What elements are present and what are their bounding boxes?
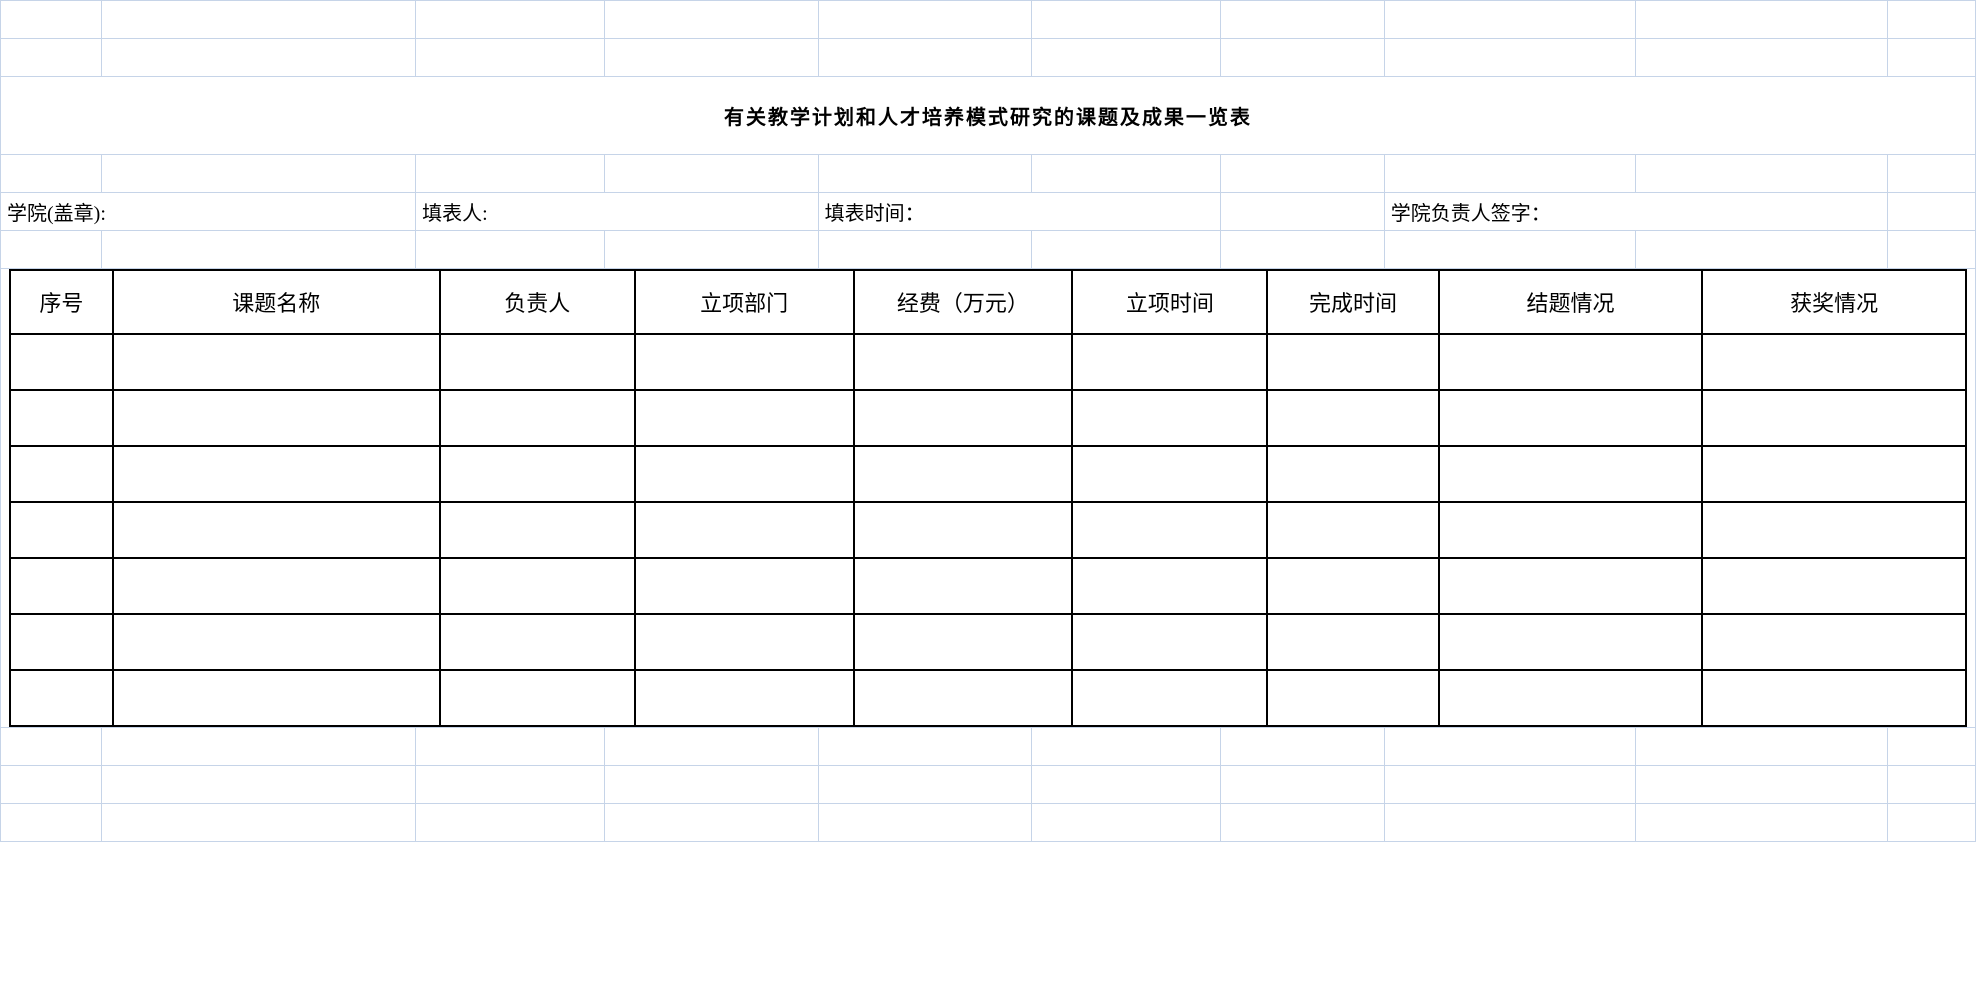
table-cell[interactable] — [1702, 446, 1966, 502]
table-cell[interactable] — [1439, 670, 1703, 726]
table-cell[interactable] — [113, 558, 440, 614]
table-cell[interactable] — [10, 502, 113, 558]
table-cell[interactable] — [113, 670, 440, 726]
signer-label: 学院负责人签字： — [1384, 193, 1887, 231]
table-cell[interactable] — [1439, 558, 1703, 614]
table-cell[interactable] — [10, 446, 113, 502]
table-row — [10, 446, 1966, 502]
table-cell[interactable] — [1702, 558, 1966, 614]
blank-row — [1, 155, 1976, 193]
col-header-seq: 序号 — [10, 270, 113, 334]
blank-row — [1, 39, 1976, 77]
table-cell[interactable] — [1702, 502, 1966, 558]
table-row — [10, 558, 1966, 614]
table-cell[interactable] — [1439, 334, 1703, 390]
page-title: 有关教学计划和人才培养模式研究的课题及成果一览表 — [1, 77, 1976, 155]
table-row — [10, 334, 1966, 390]
table-cell[interactable] — [635, 502, 854, 558]
table-cell[interactable] — [1267, 558, 1438, 614]
table-row — [10, 390, 1966, 446]
spreadsheet-grid: 有关教学计划和人才培养模式研究的课题及成果一览表 学院(盖章): 填表人: 填表… — [0, 0, 1976, 842]
table-cell[interactable] — [1439, 446, 1703, 502]
table-cell[interactable] — [1702, 390, 1966, 446]
table-cell[interactable] — [1439, 390, 1703, 446]
title-row: 有关教学计划和人才培养模式研究的课题及成果一览表 — [1, 77, 1976, 155]
table-cell[interactable] — [1267, 446, 1438, 502]
table-cell[interactable] — [10, 390, 113, 446]
blank-row — [1, 766, 1976, 804]
table-cell[interactable] — [440, 446, 635, 502]
table-cell[interactable] — [1702, 614, 1966, 670]
table-row — [10, 502, 1966, 558]
table-cell[interactable] — [635, 558, 854, 614]
table-cell[interactable] — [854, 614, 1073, 670]
table-cell[interactable] — [1072, 334, 1267, 390]
table-cell[interactable] — [440, 614, 635, 670]
data-table-host: 序号 课题名称 负责人 立项部门 经费（万元） 立项时间 完成时间 结题情况 获… — [1, 269, 1976, 728]
table-cell[interactable] — [635, 670, 854, 726]
table-row — [10, 670, 1966, 726]
table-cell[interactable] — [1702, 334, 1966, 390]
table-cell[interactable] — [113, 446, 440, 502]
table-cell[interactable] — [440, 334, 635, 390]
data-table: 序号 课题名称 负责人 立项部门 经费（万元） 立项时间 完成时间 结题情况 获… — [9, 269, 1967, 727]
table-cell[interactable] — [10, 614, 113, 670]
table-cell[interactable] — [854, 334, 1073, 390]
table-cell[interactable] — [1267, 502, 1438, 558]
table-cell[interactable] — [440, 502, 635, 558]
blank-row — [1, 728, 1976, 766]
table-cell[interactable] — [440, 390, 635, 446]
table-cell[interactable] — [440, 670, 635, 726]
table-row — [10, 614, 1966, 670]
table-cell[interactable] — [1267, 390, 1438, 446]
table-cell[interactable] — [10, 334, 113, 390]
table-header-row: 序号 课题名称 负责人 立项部门 经费（万元） 立项时间 完成时间 结题情况 获… — [10, 270, 1966, 334]
table-cell[interactable] — [440, 558, 635, 614]
table-cell[interactable] — [854, 670, 1073, 726]
table-cell[interactable] — [1267, 614, 1438, 670]
table-cell[interactable] — [1072, 558, 1267, 614]
col-header-dept: 立项部门 — [635, 270, 854, 334]
table-cell[interactable] — [1072, 390, 1267, 446]
table-cell[interactable] — [635, 614, 854, 670]
table-cell[interactable] — [113, 334, 440, 390]
table-cell[interactable] — [113, 390, 440, 446]
col-header-owner: 负责人 — [440, 270, 635, 334]
col-header-topic: 课题名称 — [113, 270, 440, 334]
table-cell[interactable] — [854, 558, 1073, 614]
table-cell[interactable] — [1439, 502, 1703, 558]
table-cell[interactable] — [635, 334, 854, 390]
filler-label: 填表人: — [416, 193, 819, 231]
fill-time-label: 填表时间： — [818, 193, 1221, 231]
table-cell[interactable] — [635, 446, 854, 502]
table-cell[interactable] — [1439, 614, 1703, 670]
school-label: 学院(盖章): — [1, 193, 416, 231]
table-cell[interactable] — [1072, 670, 1267, 726]
table-cell[interactable] — [1267, 334, 1438, 390]
table-cell[interactable] — [854, 390, 1073, 446]
blank-row — [1, 1, 1976, 39]
table-cell[interactable] — [1072, 502, 1267, 558]
col-header-award: 获奖情况 — [1702, 270, 1966, 334]
table-cell[interactable] — [854, 502, 1073, 558]
table-cell[interactable] — [113, 614, 440, 670]
table-cell[interactable] — [10, 558, 113, 614]
col-header-start: 立项时间 — [1072, 270, 1267, 334]
table-cell[interactable] — [1702, 670, 1966, 726]
col-header-fund: 经费（万元） — [854, 270, 1073, 334]
meta-row: 学院(盖章): 填表人: 填表时间： 学院负责人签字： — [1, 193, 1976, 231]
table-cell[interactable] — [854, 446, 1073, 502]
col-header-end: 完成时间 — [1267, 270, 1438, 334]
table-cell[interactable] — [10, 670, 113, 726]
table-cell[interactable] — [635, 390, 854, 446]
table-cell[interactable] — [1072, 446, 1267, 502]
blank-row — [1, 804, 1976, 842]
table-cell[interactable] — [113, 502, 440, 558]
blank-row — [1, 231, 1976, 269]
col-header-finish: 结题情况 — [1439, 270, 1703, 334]
table-cell[interactable] — [1267, 670, 1438, 726]
table-cell[interactable] — [1072, 614, 1267, 670]
